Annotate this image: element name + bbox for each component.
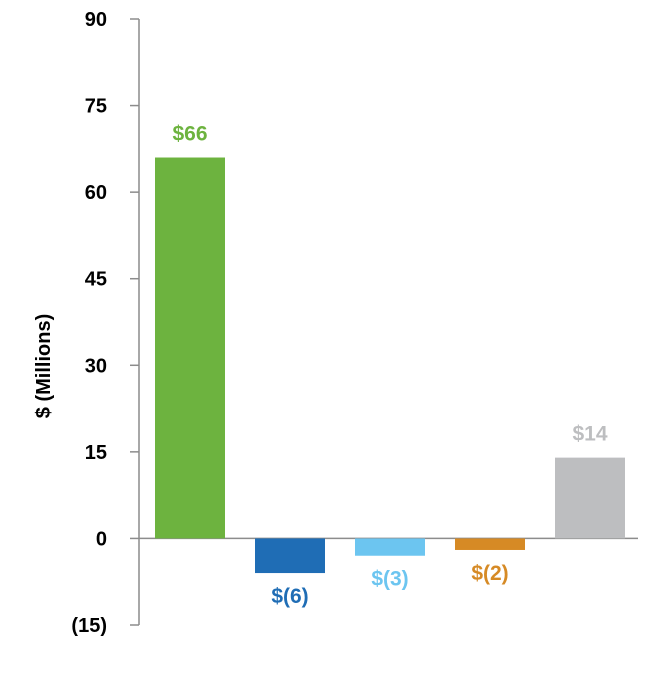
data-labels: $66 $(6) $(3) $(2) $14 <box>172 123 607 609</box>
y-tick-label: 90 <box>85 9 107 31</box>
y-tick-label: 30 <box>85 355 107 377</box>
bar <box>555 457 625 539</box>
y-axis-ticks: 90 75 60 45 30 15 0 (15) <box>71 9 139 637</box>
bar <box>355 538 425 556</box>
data-label: $66 <box>172 123 207 146</box>
data-label: $(6) <box>271 585 308 608</box>
bar <box>255 538 325 574</box>
bar <box>455 538 525 550</box>
y-tick-label: 0 <box>96 528 107 550</box>
y-axis-title: $ (Millions) <box>33 314 55 418</box>
y-tick-label: 60 <box>85 182 107 204</box>
y-tick-label: 75 <box>85 96 107 118</box>
y-tick-label: (15) <box>71 615 107 637</box>
data-label: $14 <box>572 423 607 446</box>
bar <box>155 157 225 539</box>
data-label: $(3) <box>371 568 408 591</box>
y-tick-label: 45 <box>85 269 107 291</box>
data-label: $(2) <box>471 562 508 585</box>
y-tick-label: 15 <box>85 442 107 464</box>
bars <box>155 157 625 574</box>
